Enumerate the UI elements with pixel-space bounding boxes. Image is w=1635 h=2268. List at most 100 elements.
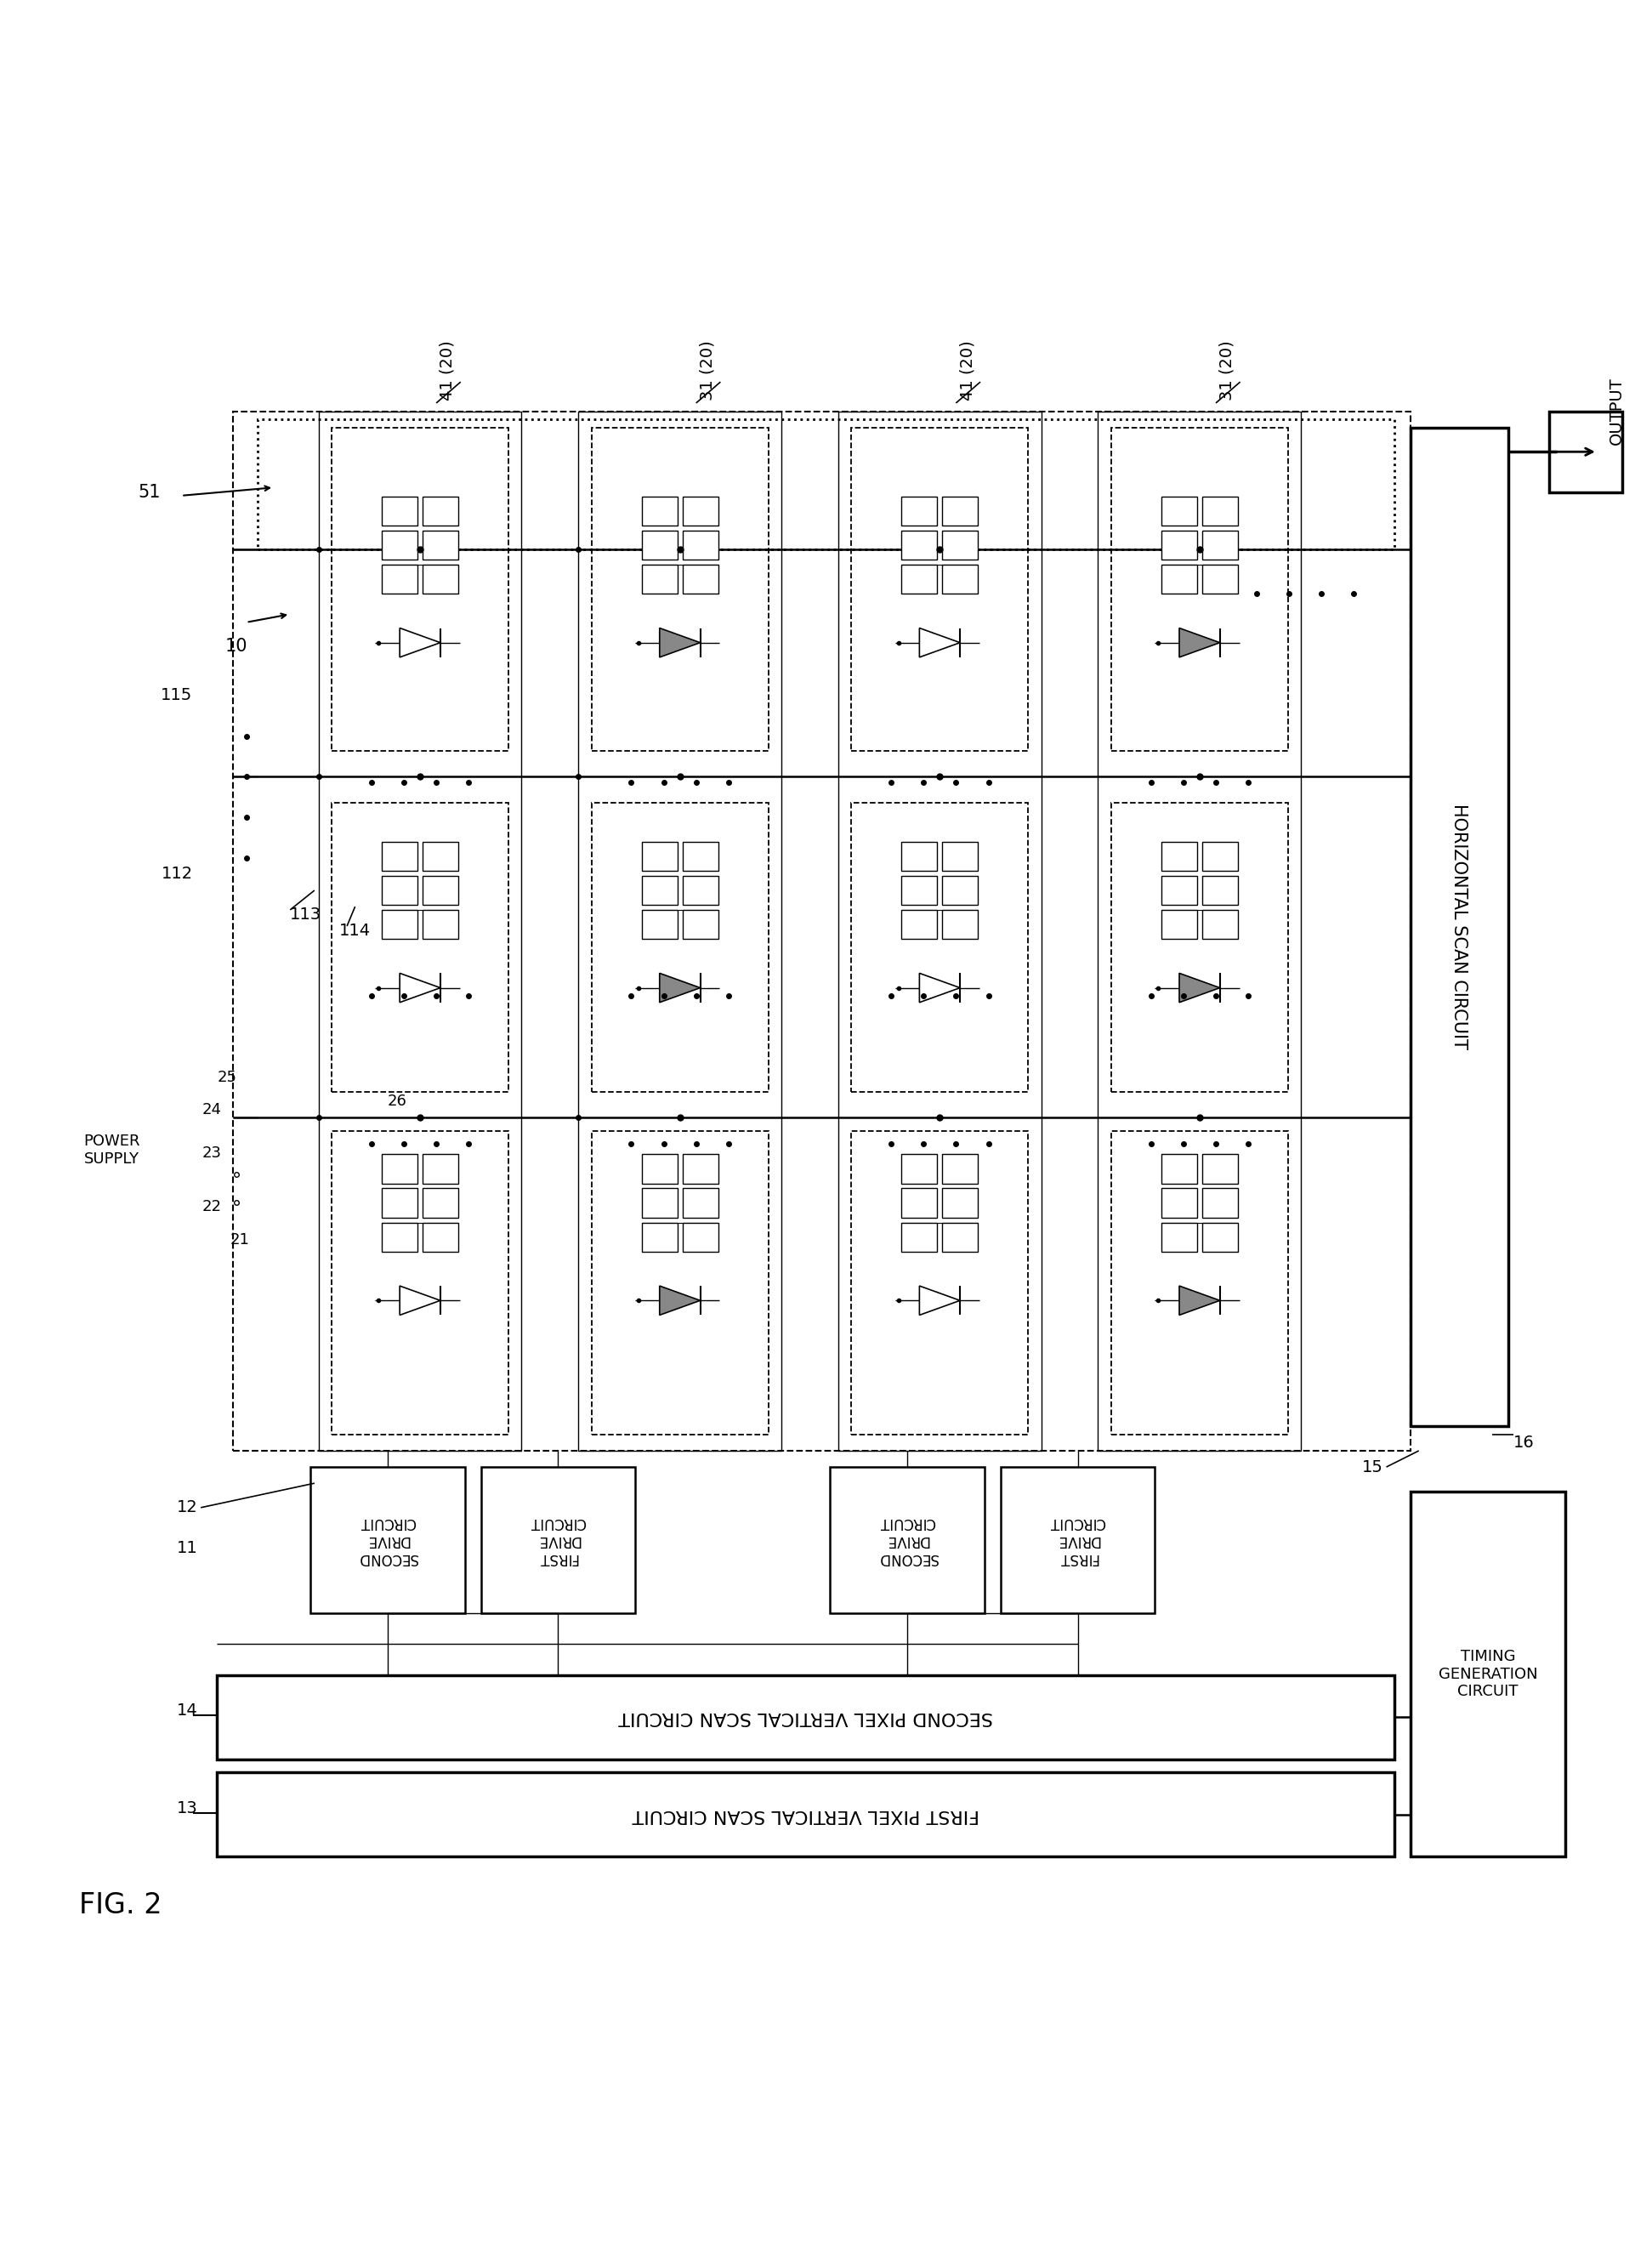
Bar	[942, 1154, 978, 1184]
Bar	[1161, 909, 1197, 939]
Bar	[1161, 875, 1197, 905]
Bar	[942, 841, 978, 871]
Text: 21: 21	[231, 1232, 250, 1247]
Bar	[1202, 875, 1238, 905]
Text: 112: 112	[160, 866, 193, 882]
Bar	[1161, 841, 1197, 871]
Polygon shape	[1179, 1286, 1220, 1315]
Text: 23: 23	[203, 1145, 222, 1161]
Bar	[942, 909, 978, 939]
Bar	[641, 875, 677, 905]
Text: 16: 16	[1512, 1436, 1534, 1452]
Bar	[381, 875, 417, 905]
Bar	[217, 1674, 1393, 1760]
Bar	[1202, 1154, 1238, 1184]
Bar	[1202, 1222, 1238, 1252]
Bar	[1161, 1222, 1197, 1252]
Bar	[592, 1132, 768, 1433]
Text: 13: 13	[177, 1801, 198, 1817]
Text: 26: 26	[387, 1093, 407, 1109]
Bar	[901, 531, 937, 560]
Bar	[381, 497, 417, 526]
Text: 12: 12	[177, 1499, 198, 1515]
Bar	[422, 1188, 458, 1218]
Text: FIRST
DRIVE
CIRCUIT: FIRST DRIVE CIRCUIT	[530, 1515, 585, 1565]
Bar	[942, 1222, 978, 1252]
Bar	[217, 1771, 1393, 1857]
Bar	[381, 1188, 417, 1218]
Polygon shape	[659, 628, 700, 658]
Bar	[1202, 841, 1238, 871]
Bar	[837, 411, 1041, 1452]
Text: 25: 25	[217, 1070, 237, 1084]
Bar	[942, 531, 978, 560]
Bar	[381, 1154, 417, 1184]
Bar	[1202, 565, 1238, 594]
Polygon shape	[919, 973, 960, 1002]
Bar	[381, 565, 417, 594]
Bar	[682, 841, 718, 871]
Text: 10: 10	[226, 637, 247, 655]
Text: 51: 51	[137, 483, 160, 501]
Bar	[641, 841, 677, 871]
Bar	[422, 841, 458, 871]
Bar	[942, 875, 978, 905]
Bar	[311, 1467, 464, 1613]
Bar	[1202, 909, 1238, 939]
Bar	[422, 497, 458, 526]
Text: 22: 22	[203, 1200, 222, 1216]
Bar	[381, 1222, 417, 1252]
Bar	[850, 803, 1028, 1091]
Text: 113: 113	[289, 907, 322, 923]
Bar	[641, 531, 677, 560]
Bar	[641, 909, 677, 939]
Bar	[682, 1188, 718, 1218]
Bar	[332, 426, 508, 751]
Bar	[901, 1222, 937, 1252]
Bar	[332, 803, 508, 1091]
Bar	[592, 426, 768, 751]
Bar	[381, 841, 417, 871]
Text: 31 (20): 31 (20)	[700, 340, 714, 401]
Bar	[579, 411, 782, 1452]
Text: FIRST
DRIVE
CIRCUIT: FIRST DRIVE CIRCUIT	[1050, 1515, 1105, 1565]
Bar	[1161, 1154, 1197, 1184]
Bar	[1161, 531, 1197, 560]
Text: OUTPUT: OUTPUT	[1607, 376, 1624, 445]
Bar	[422, 1154, 458, 1184]
Text: 31 (20): 31 (20)	[1218, 340, 1234, 401]
Bar	[234, 411, 1409, 1452]
Bar	[829, 1467, 984, 1613]
Text: FIRST PIXEL VERTICAL SCAN CIRCUIT: FIRST PIXEL VERTICAL SCAN CIRCUIT	[631, 1805, 979, 1823]
Bar	[1202, 1188, 1238, 1218]
Bar	[1110, 1132, 1287, 1433]
Text: POWER
SUPPLY: POWER SUPPLY	[83, 1134, 139, 1166]
Polygon shape	[919, 1286, 960, 1315]
Bar	[422, 909, 458, 939]
Polygon shape	[659, 1286, 700, 1315]
Bar	[592, 803, 768, 1091]
Polygon shape	[399, 973, 440, 1002]
Text: HORIZONTAL SCAN CIRCUIT: HORIZONTAL SCAN CIRCUIT	[1450, 805, 1467, 1050]
Bar	[422, 875, 458, 905]
Bar	[422, 531, 458, 560]
Bar	[682, 1154, 718, 1184]
Bar	[641, 1154, 677, 1184]
Bar	[641, 1222, 677, 1252]
Bar	[901, 909, 937, 939]
Bar	[641, 1188, 677, 1218]
Bar	[641, 565, 677, 594]
Text: 115: 115	[160, 687, 193, 703]
Bar	[682, 1222, 718, 1252]
Bar	[682, 875, 718, 905]
Text: SECOND
DRIVE
CIRCUIT: SECOND DRIVE CIRCUIT	[358, 1515, 417, 1565]
Bar	[901, 841, 937, 871]
Bar	[381, 909, 417, 939]
Polygon shape	[919, 628, 960, 658]
Text: 41 (20): 41 (20)	[440, 340, 456, 401]
Bar	[257, 420, 1393, 549]
Polygon shape	[399, 628, 440, 658]
Bar	[901, 875, 937, 905]
Bar	[1409, 426, 1507, 1427]
Bar	[901, 497, 937, 526]
